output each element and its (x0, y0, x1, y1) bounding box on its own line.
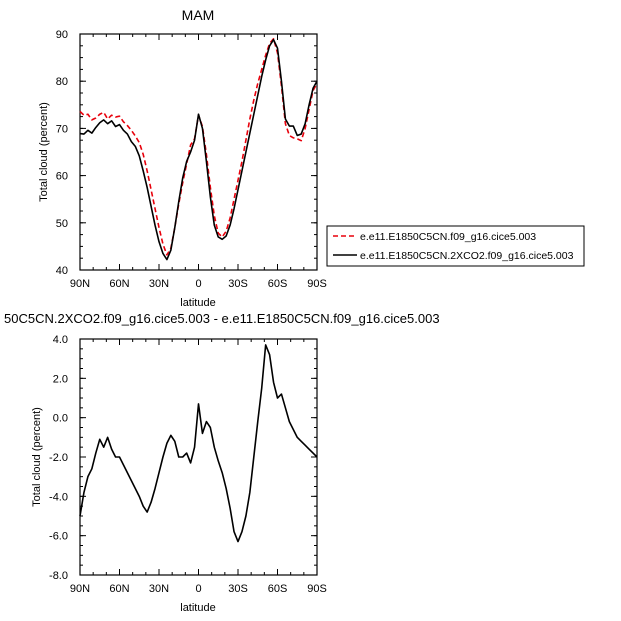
top-chart-y-tick-labels: 40 50 60 70 80 90 (56, 29, 68, 277)
top-series-line-0 (79, 37, 318, 256)
bottom-y-tick-label: -6.0 (49, 531, 68, 543)
bottom-chart-x-axis-label: latitude (180, 602, 215, 614)
bottom-chart-series (79, 344, 318, 543)
bottom-series-line-0 (79, 344, 318, 543)
bottom-x-tick-label: 90S (307, 583, 327, 595)
bottom-y-tick-label: -2.0 (49, 452, 68, 464)
top-chart-ticks (79, 33, 318, 271)
bottom-y-tick-label: 4.0 (53, 334, 68, 346)
bottom-chart-ticks (79, 338, 318, 576)
bottom-chart: 50C5CN.2XCO2.f09_g16.cice5.003 - e.e11.E… (4, 311, 440, 614)
bottom-y-tick-label: -8.0 (49, 570, 68, 582)
top-y-tick-label: 90 (56, 29, 68, 41)
bottom-x-tick-label: 30N (149, 583, 169, 595)
top-chart-plot-frame (79, 33, 318, 271)
top-x-tick-label: 60S (268, 278, 288, 290)
legend-label-control: e.e11.E1850C5CN.f09_g16.cice5.003 (360, 231, 536, 243)
bottom-y-tick-label: 2.0 (53, 373, 68, 385)
legend-box (326, 225, 585, 267)
bottom-chart-y-tick-labels: -8.0 -6.0 -4.0 -2.0 0.0 2.0 4.0 (49, 334, 68, 582)
top-y-tick-label: 70 (56, 123, 68, 135)
top-chart-x-axis-label: latitude (180, 297, 215, 309)
top-x-tick-label: 60N (109, 278, 129, 290)
bottom-x-tick-label: 30S (228, 583, 248, 595)
bottom-chart-y-axis-label: Total cloud (percent) (31, 407, 43, 507)
bottom-y-tick-label: 0.0 (53, 413, 68, 425)
bottom-chart-title: 50C5CN.2XCO2.f09_g16.cice5.003 - e.e11.E… (4, 311, 440, 326)
top-x-tick-label: 90S (307, 278, 327, 290)
bottom-chart-x-tick-labels: 90N 60N 30N 0 30S 60S 90S (70, 583, 327, 595)
top-y-tick-label: 40 (56, 265, 68, 277)
bottom-x-tick-label: 60S (268, 583, 288, 595)
top-y-tick-label: 80 (56, 76, 68, 88)
top-x-tick-label: 30S (228, 278, 248, 290)
top-x-tick-label: 90N (70, 278, 90, 290)
bottom-x-tick-label: 90N (70, 583, 90, 595)
legend-label-2xco2: e.e11.E1850C5CN.2XCO2.f09_g16.cice5.003 (360, 250, 574, 262)
top-chart-title: MAM (182, 7, 215, 23)
top-y-tick-label: 60 (56, 171, 68, 183)
top-chart: MAM 90N 60N 30N 0 30S 60S 90S 40 50 60 70 80 90 lat… (38, 7, 585, 309)
top-x-tick-label: 0 (195, 278, 201, 290)
top-chart-series (79, 37, 318, 261)
bottom-x-tick-label: 60N (109, 583, 129, 595)
top-chart-x-tick-labels: 90N 60N 30N 0 30S 60S 90S (70, 278, 327, 290)
top-chart-y-axis-label: Total cloud (percent) (38, 102, 50, 202)
bottom-x-tick-label: 0 (195, 583, 201, 595)
top-chart-legend: e.e11.E1850C5CN.f09_g16.cice5.003 e.e11.… (326, 225, 585, 267)
top-series-line-1 (79, 38, 318, 261)
bottom-y-tick-label: -4.0 (49, 491, 68, 503)
top-x-tick-label: 30N (149, 278, 169, 290)
top-y-tick-label: 50 (56, 218, 68, 230)
